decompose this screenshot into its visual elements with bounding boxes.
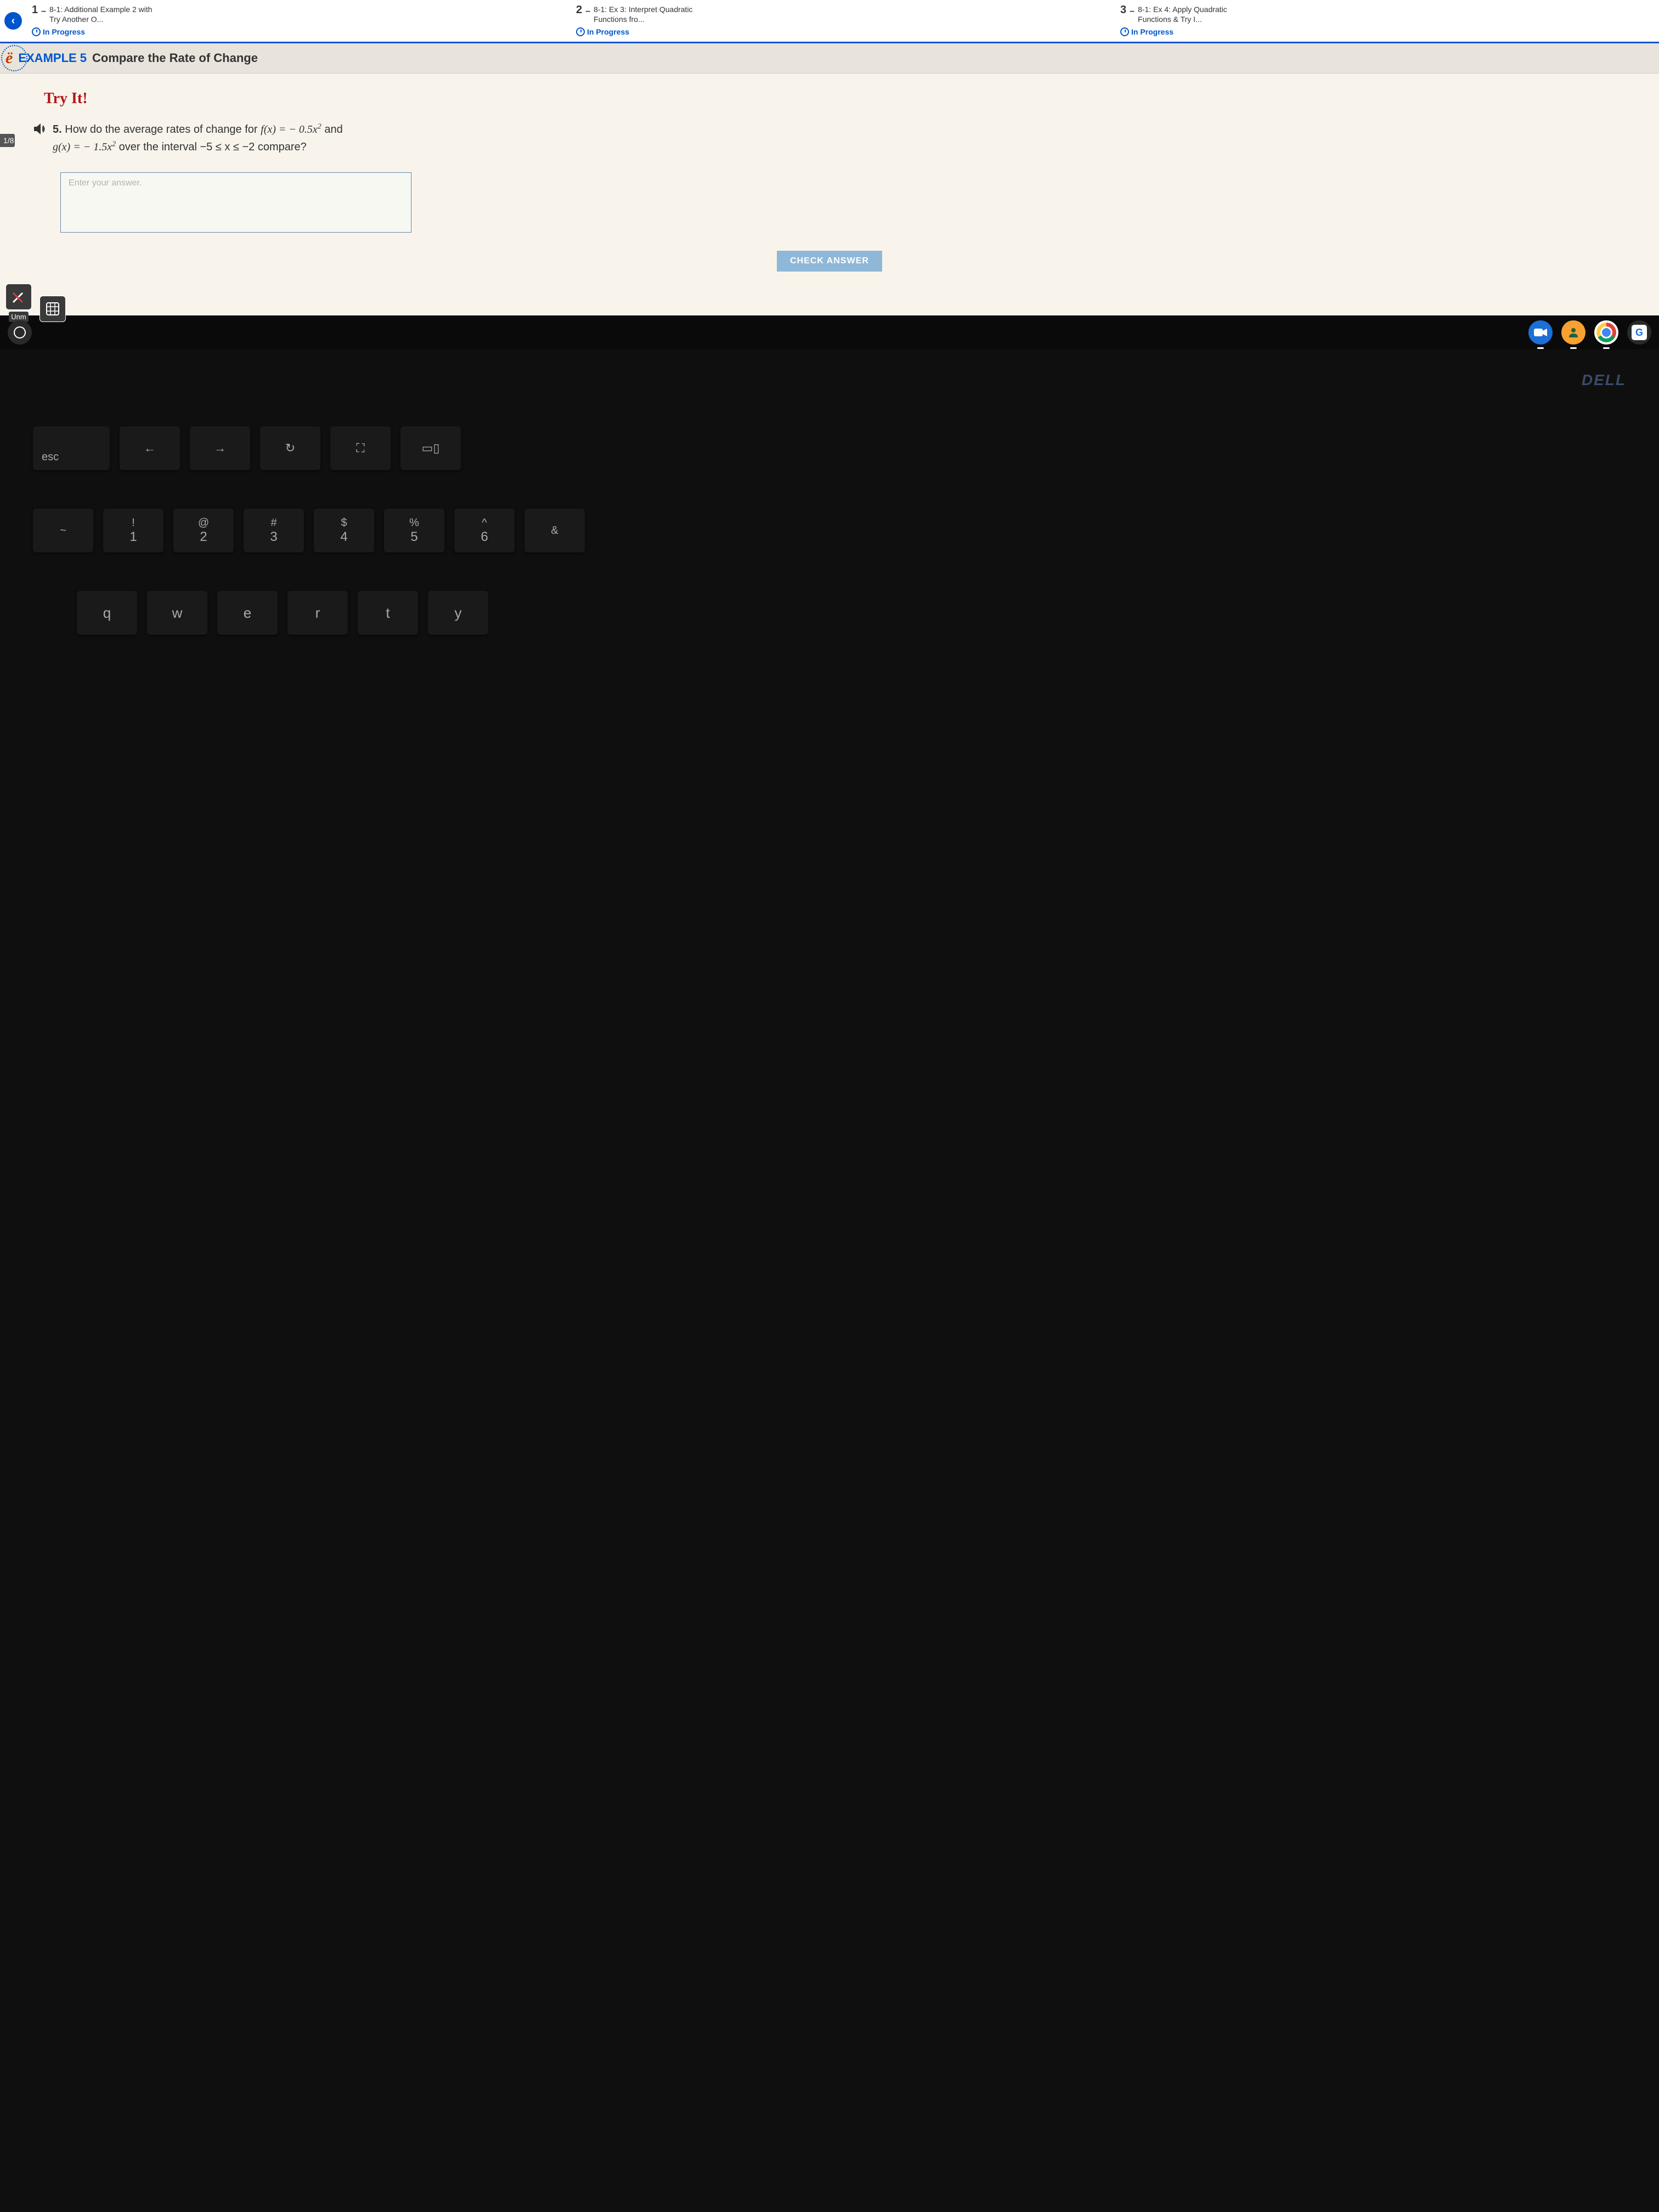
math-g: g(x) = − 1.5x2 bbox=[53, 141, 116, 153]
nav-item-2-line2: Functions fro... bbox=[594, 14, 693, 24]
key-6[interactable]: ^6 bbox=[454, 509, 515, 552]
nav-item-2-title: 8-1: Ex 3: Interpret Quadratic Functions… bbox=[594, 4, 693, 24]
chevron-left-icon: ‹ bbox=[12, 15, 15, 27]
nav-item-dash: – bbox=[41, 7, 46, 16]
nav-item-1-title: 8-1: Additional Example 2 with Try Anoth… bbox=[49, 4, 153, 24]
key-w[interactable]: w bbox=[147, 591, 207, 635]
nav-item-2-status-text: In Progress bbox=[587, 27, 629, 36]
draw-tool-block: Unm bbox=[5, 284, 32, 322]
key-back[interactable]: ← bbox=[120, 426, 180, 470]
key-7[interactable]: & bbox=[524, 509, 585, 552]
question-row: 5. How do the average rates of change fo… bbox=[33, 121, 1637, 156]
nav-item-2[interactable]: 2 – 8-1: Ex 3: Interpret Quadratic Funct… bbox=[571, 0, 1115, 42]
nav-item-1-num: 1 bbox=[32, 4, 38, 15]
question-and: and bbox=[324, 123, 342, 136]
nav-item-2-top: 2 – 8-1: Ex 3: Interpret Quadratic Funct… bbox=[576, 4, 1109, 24]
audio-icon[interactable] bbox=[33, 123, 47, 135]
nav-item-1-line2: Try Another O... bbox=[49, 14, 153, 24]
page-counter[interactable]: 1/8 bbox=[0, 134, 15, 147]
draw-tool-button[interactable] bbox=[5, 284, 32, 310]
content-area: 1/8 Try It! 5. How do the average rates … bbox=[0, 74, 1659, 315]
progress-icon bbox=[1120, 27, 1129, 36]
key-tilde[interactable]: ~ bbox=[33, 509, 93, 552]
nav-item-3-title: 8-1: Ex 4: Apply Quadratic Functions & T… bbox=[1138, 4, 1227, 24]
nav-item-3-line1: 8-1: Ex 4: Apply Quadratic bbox=[1138, 4, 1227, 14]
nav-item-3[interactable]: 3 – 8-1: Ex 4: Apply Quadratic Functions… bbox=[1115, 0, 1659, 42]
check-answer-button[interactable]: CHECK ANSWER bbox=[777, 251, 882, 272]
chrome-app-button[interactable] bbox=[1594, 320, 1618, 345]
g-app-button[interactable]: G bbox=[1627, 320, 1651, 345]
example-bar: ë EXAMPLE 5 Compare the Rate of Change bbox=[0, 43, 1659, 74]
key-fullscreen[interactable]: ⛶ bbox=[330, 426, 391, 470]
person-icon bbox=[1567, 326, 1579, 338]
nav-item-1-status-text: In Progress bbox=[43, 27, 85, 36]
question-part-1: How do the average rates of change for bbox=[65, 123, 261, 136]
nav-item-1-top: 1 – 8-1: Additional Example 2 with Try A… bbox=[32, 4, 565, 24]
nav-item-3-line2: Functions & Try I... bbox=[1138, 14, 1227, 24]
key-y[interactable]: y bbox=[428, 591, 488, 635]
key-forward[interactable]: → bbox=[190, 426, 250, 470]
key-t[interactable]: t bbox=[358, 591, 418, 635]
screen-area: ‹ 1 – 8-1: Additional Example 2 with Try… bbox=[0, 0, 1659, 349]
nav-item-1-status: In Progress bbox=[32, 27, 565, 36]
example-title: Compare the Rate of Change bbox=[92, 51, 258, 65]
taskbar-right: G bbox=[1528, 320, 1651, 345]
dell-logo: DELL bbox=[1582, 371, 1626, 389]
try-it-heading: Try It! bbox=[44, 90, 1637, 108]
progress-icon bbox=[32, 27, 41, 36]
question-text: 5. How do the average rates of change fo… bbox=[53, 121, 343, 156]
key-2[interactable]: @2 bbox=[173, 509, 234, 552]
nav-item-1[interactable]: 1 – 8-1: Additional Example 2 with Try A… bbox=[26, 0, 571, 42]
key-r[interactable]: r bbox=[287, 591, 348, 635]
key-4[interactable]: $4 bbox=[314, 509, 374, 552]
essential-icon: ë bbox=[5, 50, 13, 66]
circle-icon bbox=[14, 326, 26, 338]
key-row-2: ~ !1 @2 #3 $4 %5 ^6 & bbox=[22, 509, 1637, 552]
key-1[interactable]: !1 bbox=[103, 509, 163, 552]
launcher-button[interactable] bbox=[8, 320, 32, 345]
nav-item-2-line1: 8-1: Ex 3: Interpret Quadratic bbox=[594, 4, 693, 14]
example-label: EXAMPLE 5 bbox=[18, 51, 87, 65]
bottom-tools: Unm bbox=[5, 284, 66, 322]
key-e[interactable]: e bbox=[217, 591, 278, 635]
answer-input[interactable] bbox=[60, 172, 411, 233]
nav-item-3-top: 3 – 8-1: Ex 4: Apply Quadratic Functions… bbox=[1120, 4, 1654, 24]
nav-item-3-num: 3 bbox=[1120, 4, 1126, 15]
key-esc[interactable]: esc bbox=[33, 426, 110, 470]
key-overview[interactable]: ▭▯ bbox=[400, 426, 461, 470]
key-3[interactable]: #3 bbox=[244, 509, 304, 552]
question-part-2: over the interval −5 ≤ x ≤ −2 compare? bbox=[119, 141, 307, 153]
taskbar-left bbox=[8, 320, 32, 345]
math-f: f(x) = − 0.5x2 bbox=[261, 123, 321, 136]
taskbar: G bbox=[0, 315, 1659, 349]
laptop-body: DELL esc ← → ↻ ⛶ ▭▯ ~ !1 @2 #3 $4 %5 ^6 … bbox=[0, 349, 1659, 2212]
nav-item-1-line1: 8-1: Additional Example 2 with bbox=[49, 4, 153, 14]
key-5[interactable]: %5 bbox=[384, 509, 444, 552]
key-q[interactable]: q bbox=[77, 591, 137, 635]
task-indicator bbox=[1537, 347, 1544, 349]
classroom-app-button[interactable] bbox=[1561, 320, 1585, 345]
nav-item-dash: – bbox=[585, 7, 590, 16]
chrome-icon bbox=[1596, 323, 1616, 342]
question-number: 5. bbox=[53, 123, 62, 136]
nav-back-button[interactable]: ‹ bbox=[4, 12, 22, 30]
nav-item-3-status-text: In Progress bbox=[1131, 27, 1173, 36]
camera-app-button[interactable] bbox=[1528, 320, 1553, 345]
nav-item-2-status: In Progress bbox=[576, 27, 1109, 36]
nav-item-3-status: In Progress bbox=[1120, 27, 1654, 36]
task-indicator bbox=[1603, 347, 1610, 349]
task-indicator bbox=[1570, 347, 1577, 349]
camera-icon bbox=[1533, 327, 1548, 338]
nav-item-2-num: 2 bbox=[576, 4, 582, 15]
key-row-1: esc ← → ↻ ⛶ ▭▯ bbox=[22, 426, 1637, 470]
progress-icon bbox=[576, 27, 585, 36]
key-row-3: q w e r t y bbox=[22, 591, 1637, 635]
key-refresh[interactable]: ↻ bbox=[260, 426, 320, 470]
lesson-nav: ‹ 1 – 8-1: Additional Example 2 with Try… bbox=[0, 0, 1659, 43]
grid-tool-button[interactable] bbox=[40, 296, 66, 322]
nav-back-container: ‹ bbox=[0, 0, 26, 42]
nav-item-dash: – bbox=[1130, 7, 1135, 16]
g-icon: G bbox=[1632, 325, 1647, 340]
